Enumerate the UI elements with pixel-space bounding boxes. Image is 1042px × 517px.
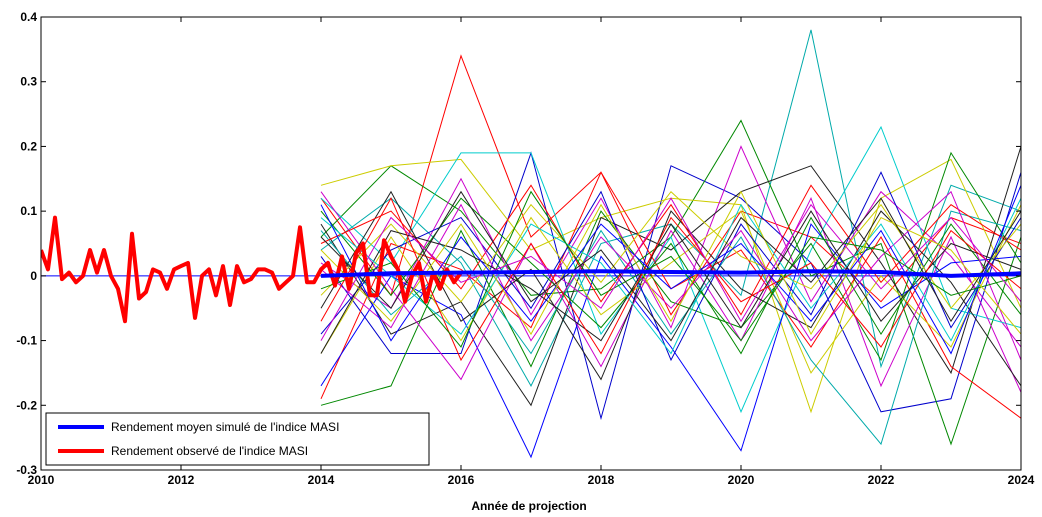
simulation-line-13 (320, 191, 1021, 393)
y-tick-label: 0.2 (20, 139, 37, 153)
x-tick-label: 2014 (308, 473, 335, 487)
simulation-line-26 (320, 190, 1021, 336)
y-tick-label: 0.4 (20, 10, 37, 24)
simulation-line-22 (320, 197, 1021, 355)
y-tick-label: 0.1 (20, 204, 37, 218)
x-tick-label: 2012 (168, 473, 195, 487)
simulation-line-16 (320, 184, 1021, 316)
y-tick-label: -0.1 (16, 334, 37, 348)
mean-simulated-return-line (320, 269, 1021, 278)
simulation-line-10 (320, 223, 1021, 459)
x-tick-label: 2016 (448, 473, 475, 487)
legend: Rendement moyen simulé de l'indice MASI … (45, 412, 430, 466)
x-axis-label: Année de projection (471, 499, 586, 513)
y-tick-label: -0.3 (16, 463, 37, 477)
y-tick-label: 0.3 (20, 75, 37, 89)
simulation-line-6 (320, 145, 1021, 348)
legend-box (45, 412, 430, 466)
simulation-line-17 (320, 171, 1021, 362)
simulation-line-8 (320, 125, 1021, 414)
simulation-line-3 (320, 151, 1021, 421)
x-tick-label: 2022 (868, 473, 895, 487)
x-tick-label: 2010 (28, 473, 55, 487)
simulation-line-21 (320, 210, 1021, 354)
simulation-line-28 (320, 190, 1021, 342)
y-tick-label: 0 (30, 269, 37, 283)
x-tick-label: 2024 (1008, 473, 1035, 487)
simulation-line-20 (320, 190, 1021, 361)
simulation-line-25 (320, 190, 1021, 348)
series-layer (41, 29, 1021, 459)
x-tick-label: 2018 (588, 473, 615, 487)
x-tick-label: 2020 (728, 473, 755, 487)
y-tick-label: -0.2 (16, 398, 37, 412)
simulation-line-23 (320, 197, 1021, 362)
legend-label-mean: Rendement moyen simulé de l'indice MASI (111, 420, 339, 434)
observed-return-line (41, 215, 463, 324)
simulation-line-27 (320, 197, 1021, 341)
axes-layer: 2010 2012 2014 2016 2018 2020 2022 2024 -0.3 -0.2… (16, 10, 1034, 487)
plot-frame (40, 16, 1022, 471)
legend-label-observed: Rendement observé de l'indice MASI (111, 444, 308, 458)
